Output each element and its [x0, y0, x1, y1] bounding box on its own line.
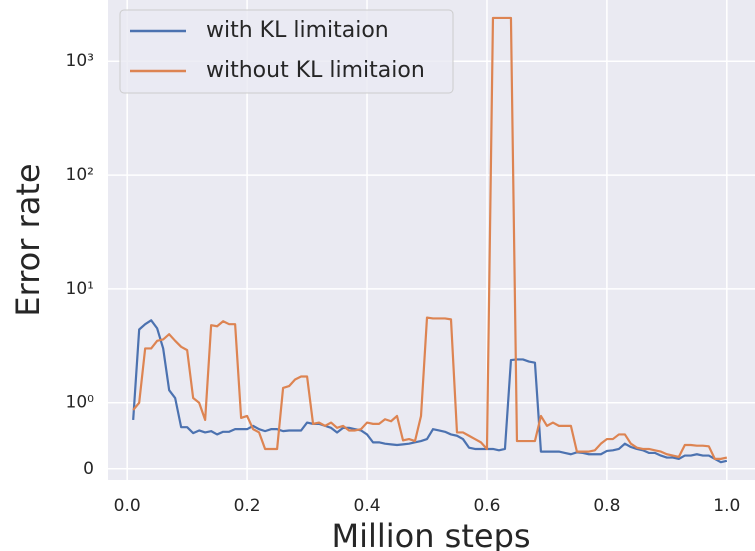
x-tick-label: 0.0	[114, 496, 141, 516]
y-axis-label: Error rate	[9, 163, 47, 316]
series-line	[132, 319, 728, 464]
y-tick-label: 0	[83, 459, 94, 479]
legend-box	[119, 9, 454, 94]
x-tick-label: 1.0	[713, 496, 740, 516]
x-tick-label: 0.8	[593, 496, 620, 516]
ticks: 0 10⁰ 10¹ 10² 10³ 0.0 0.2 0.4 0.6 0.8 1.0	[66, 51, 741, 516]
lines	[132, 16, 728, 464]
y-tick-label: 10¹	[66, 279, 94, 299]
y-tick-label: 10²	[66, 165, 94, 185]
x-axis-label: Million steps	[331, 517, 530, 551]
y-tick-label: 10³	[66, 51, 94, 71]
legend: with KL limitaion without KL limitaion	[119, 9, 454, 94]
legend-label: without KL limitaion	[206, 58, 425, 83]
legend-label: with KL limitaion	[206, 18, 389, 43]
x-tick-label: 0.6	[473, 496, 500, 516]
series-line	[132, 16, 728, 460]
x-tick-label: 0.4	[354, 496, 381, 516]
y-tick-label: 10⁰	[66, 393, 95, 413]
x-tick-label: 0.2	[234, 496, 261, 516]
